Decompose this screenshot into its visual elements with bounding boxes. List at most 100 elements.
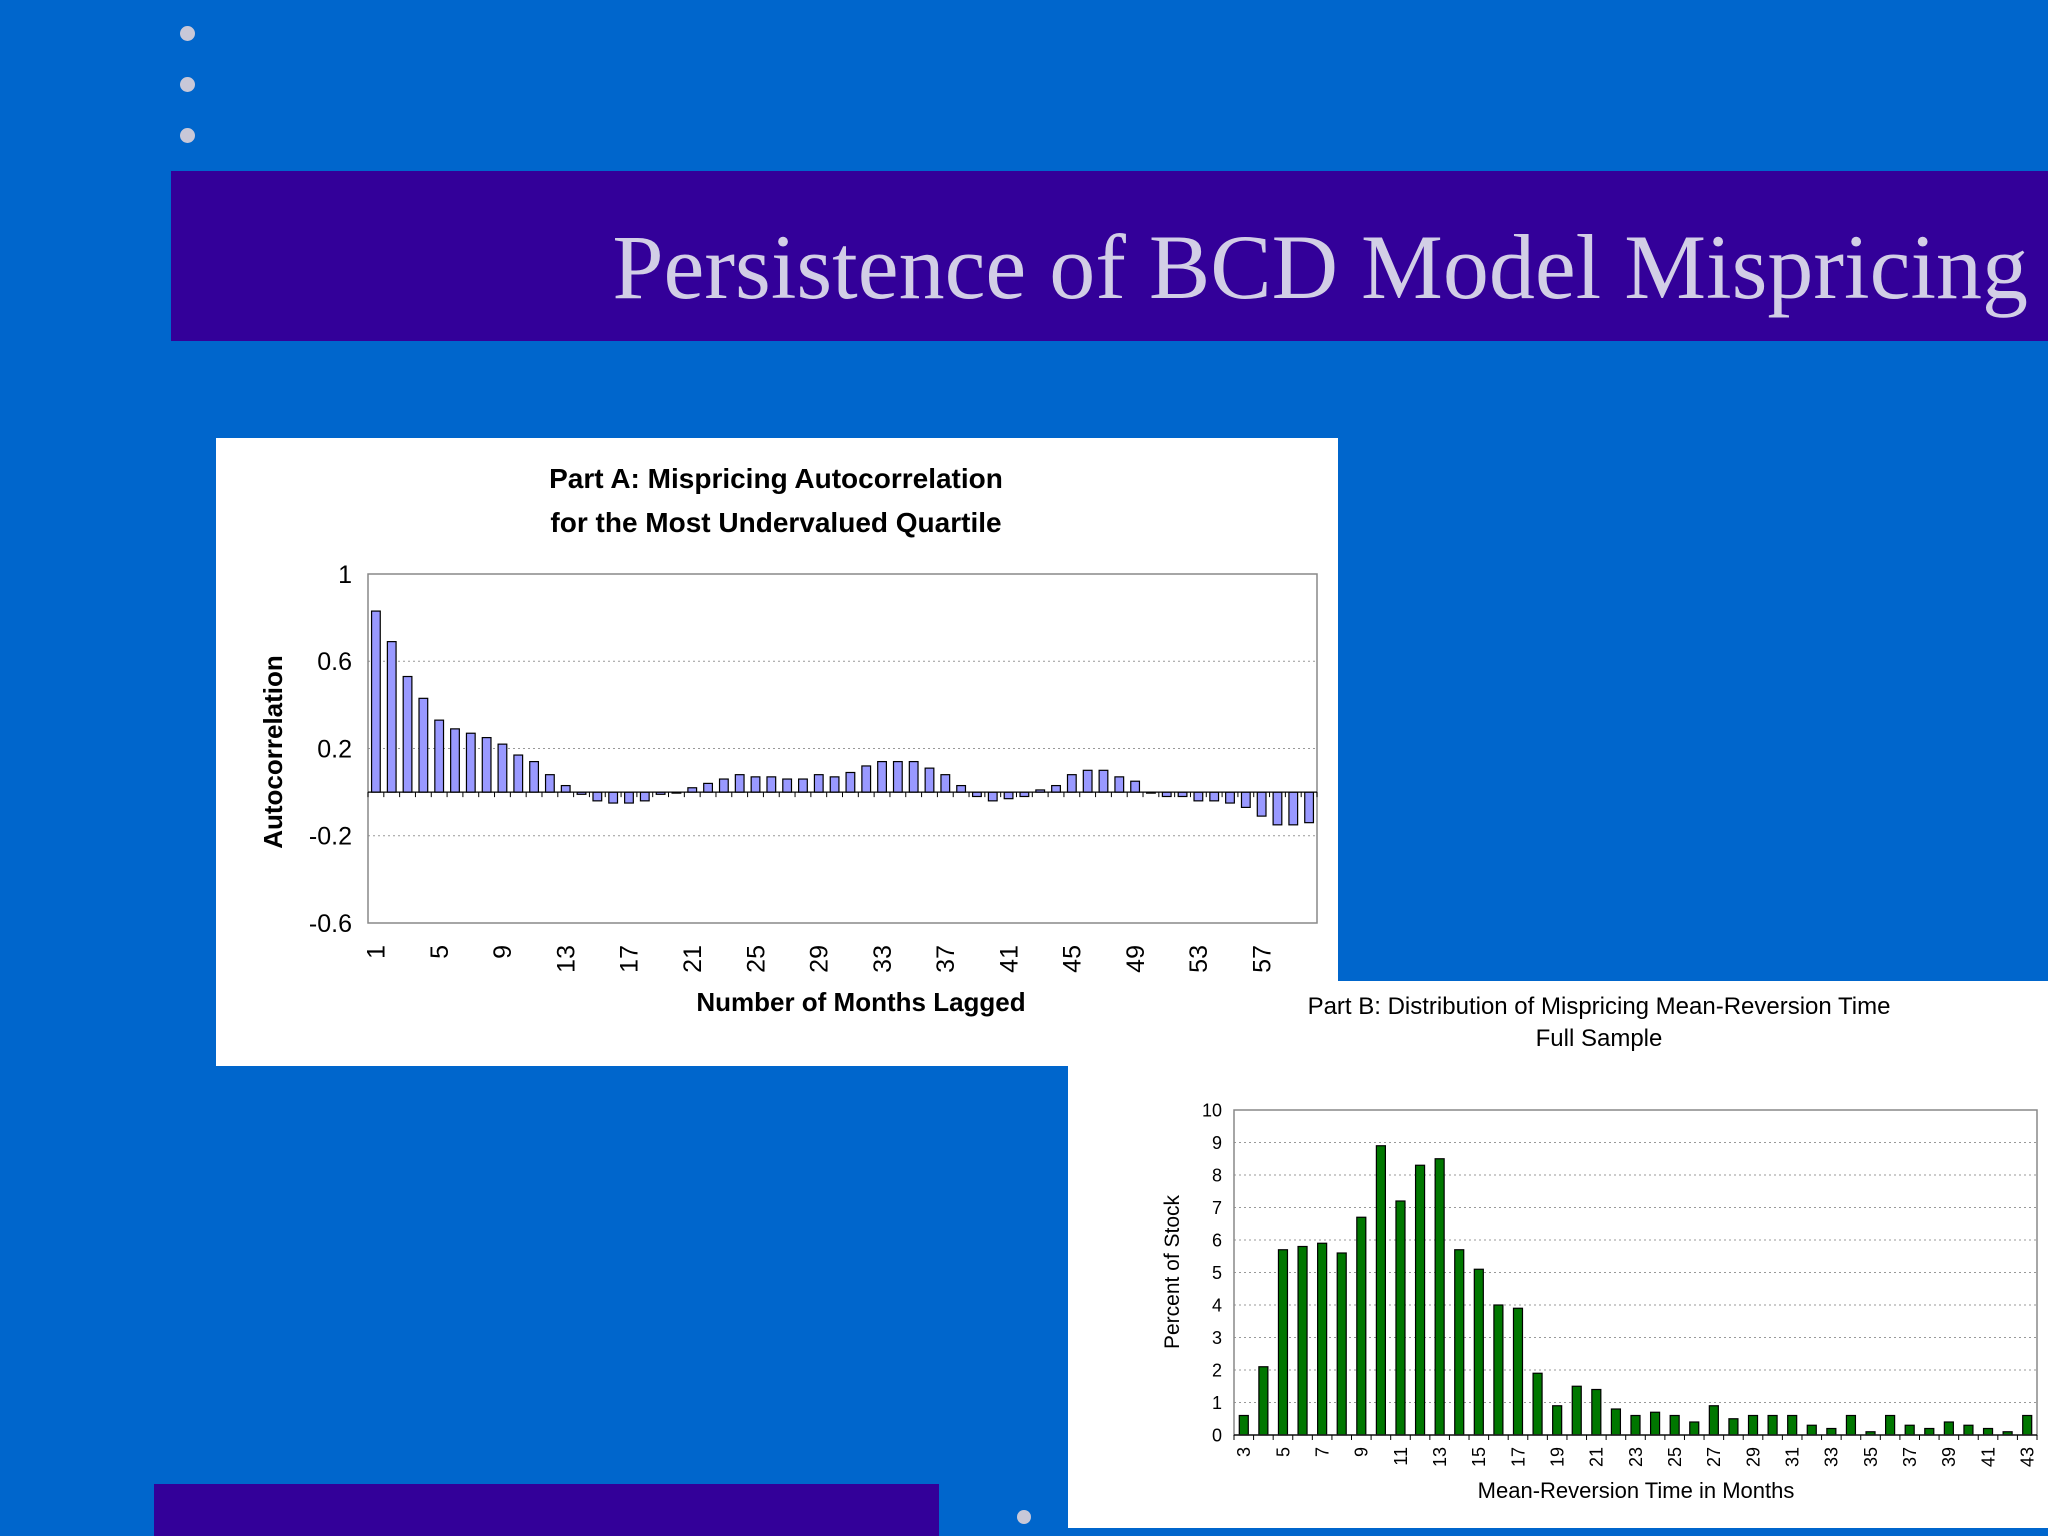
chart-b-bar bbox=[1571, 1385, 1582, 1436]
chart-a-bar bbox=[497, 743, 508, 793]
chart-b-bar bbox=[1904, 1424, 1915, 1436]
mean-reversion-chart: Part B: Distribution of Mispricing Mean-… bbox=[1161, 993, 2038, 1503]
chart-a-ylabel: Autocorrelation bbox=[258, 655, 288, 849]
chart-a-bar bbox=[465, 732, 476, 793]
chart-a-bar bbox=[481, 736, 492, 793]
chart-b-xlabel: Mean-Reversion Time in Months bbox=[1478, 1478, 1795, 1503]
chart-b-bar bbox=[1885, 1414, 1896, 1436]
chart-a-xtick-label: 17 bbox=[616, 945, 644, 973]
chart-a-xtick-label: 5 bbox=[426, 945, 454, 959]
title-bar: Persistence of BCD Model Mispricing bbox=[171, 171, 2048, 341]
chart-b-bar bbox=[1297, 1245, 1308, 1436]
chart-a-bar bbox=[908, 760, 919, 793]
chart-a-bar bbox=[513, 754, 524, 793]
chart-a-xlabel: Number of Months Lagged bbox=[696, 987, 1025, 1017]
bullet-dot bbox=[180, 26, 195, 41]
chart-b-ytick-label: 0 bbox=[1212, 1425, 1222, 1445]
chart-a-ytick-label: 1 bbox=[338, 561, 352, 589]
chart-a-bar bbox=[766, 776, 777, 793]
chart-b-bar bbox=[1356, 1216, 1367, 1436]
chart-b-title-line2: Full Sample bbox=[1536, 1025, 1663, 1052]
chart-b-bar bbox=[1317, 1242, 1328, 1436]
chart-a-xtick-label: 21 bbox=[679, 945, 707, 973]
bullet-dot bbox=[180, 77, 195, 92]
chart-b-ytick-label: 3 bbox=[1212, 1328, 1222, 1348]
chart-a-bar bbox=[687, 787, 698, 793]
chart-a-xtick-label: 9 bbox=[489, 945, 517, 959]
chart-b-bar bbox=[1806, 1424, 1817, 1436]
chart-a-bar bbox=[987, 791, 998, 802]
chart-b-bar bbox=[1689, 1421, 1700, 1436]
chart-b-bar bbox=[1473, 1268, 1484, 1436]
slide-title: Persistence of BCD Model Mispricing bbox=[612, 216, 2028, 318]
chart-a-bar bbox=[829, 776, 840, 793]
chart-b-xtick-label: 11 bbox=[1391, 1447, 1411, 1466]
chart-a-title-line1: Part A: Mispricing Autocorrelation bbox=[549, 463, 1003, 494]
chart-b-bar bbox=[1747, 1414, 1759, 1436]
chart-a-bar bbox=[734, 774, 745, 793]
chart-b-xtick-label: 39 bbox=[1939, 1447, 1959, 1467]
chart-a-ytick-label: 0.6 bbox=[317, 648, 352, 676]
chart-a-xtick-label: 37 bbox=[932, 945, 960, 973]
chart-b-ytick-label: 10 bbox=[1202, 1100, 1222, 1120]
chart-a-bar bbox=[1177, 791, 1188, 798]
chart-b-bar bbox=[1943, 1421, 1954, 1436]
chart-a-bar bbox=[560, 784, 571, 793]
chart-b-xtick-label: 41 bbox=[1978, 1447, 1998, 1467]
chart-b-ytick-label: 6 bbox=[1212, 1230, 1222, 1250]
chart-b-bar bbox=[1649, 1411, 1661, 1436]
chart-a-bar bbox=[592, 791, 603, 802]
chart-a-xtick-label: 57 bbox=[1248, 945, 1276, 973]
chart-b-bar bbox=[2022, 1414, 2033, 1436]
bullet-dot bbox=[180, 128, 195, 143]
chart-a-ytick-label: 0.2 bbox=[317, 735, 352, 763]
chart-a-bar bbox=[450, 728, 460, 793]
chart-b-bar bbox=[1532, 1372, 1543, 1436]
chart-b-xtick-label: 9 bbox=[1352, 1447, 1372, 1457]
chart-a-bar bbox=[1019, 791, 1030, 798]
chart-a-bar bbox=[544, 774, 555, 793]
chart-b-bar bbox=[1414, 1164, 1426, 1436]
chart-a-bar bbox=[782, 778, 793, 793]
chart-b-bar bbox=[1630, 1414, 1641, 1436]
chart-a-xtick-label: 53 bbox=[1185, 945, 1213, 973]
chart-a-bar bbox=[1193, 791, 1204, 802]
chart-a-xtick-label: 29 bbox=[806, 945, 834, 973]
chart-b-bar bbox=[1258, 1366, 1269, 1436]
chart-a-bar bbox=[624, 791, 634, 804]
chart-a-bar bbox=[1114, 776, 1125, 793]
chart-b-bar bbox=[1454, 1249, 1465, 1436]
chart-a-bar bbox=[1003, 791, 1014, 800]
chart-a-bar bbox=[1130, 780, 1141, 793]
chart-b-xtick-label: 37 bbox=[1900, 1447, 1920, 1467]
chart-b-xtick-label: 23 bbox=[1626, 1447, 1646, 1467]
chart-b-xtick-label: 33 bbox=[1822, 1447, 1842, 1467]
chart-a-bar bbox=[1304, 791, 1315, 824]
chart-a-bar bbox=[861, 765, 872, 793]
chart-a-bar bbox=[703, 782, 714, 793]
chart-a-xtick-label: 13 bbox=[552, 945, 580, 973]
chart-b-ytick-label: 7 bbox=[1212, 1198, 1222, 1218]
chart-b-bar bbox=[1669, 1414, 1680, 1436]
chart-a-bar bbox=[1256, 791, 1267, 817]
chart-b-ytick-label: 4 bbox=[1212, 1295, 1222, 1315]
chart-a-bar bbox=[434, 719, 445, 793]
chart-a-bar bbox=[1240, 791, 1251, 808]
chart-b-bar bbox=[1395, 1200, 1406, 1436]
chart-b-bar bbox=[1924, 1427, 1935, 1436]
chart-a-bar bbox=[798, 778, 808, 793]
chart-b-bar bbox=[1277, 1249, 1289, 1436]
chart-a-ytick-label: -0.2 bbox=[309, 823, 352, 851]
chart-a-bar bbox=[971, 791, 982, 798]
bullet-dot bbox=[1017, 1510, 1031, 1524]
chart-a-xtick-label: 25 bbox=[742, 945, 770, 973]
chart-b-bar bbox=[1845, 1414, 1857, 1436]
chart-a-bar bbox=[529, 760, 540, 793]
chart-b-ytick-label: 1 bbox=[1212, 1393, 1222, 1413]
chart-b-xtick-label: 17 bbox=[1508, 1447, 1528, 1467]
chart-b-bar bbox=[1493, 1304, 1504, 1436]
chart-a-bar bbox=[1225, 791, 1235, 804]
chart-b-xtick-label: 29 bbox=[1743, 1447, 1763, 1467]
chart-b-ytick-label: 2 bbox=[1212, 1360, 1222, 1380]
chart-b-xtick-label: 15 bbox=[1469, 1447, 1489, 1467]
